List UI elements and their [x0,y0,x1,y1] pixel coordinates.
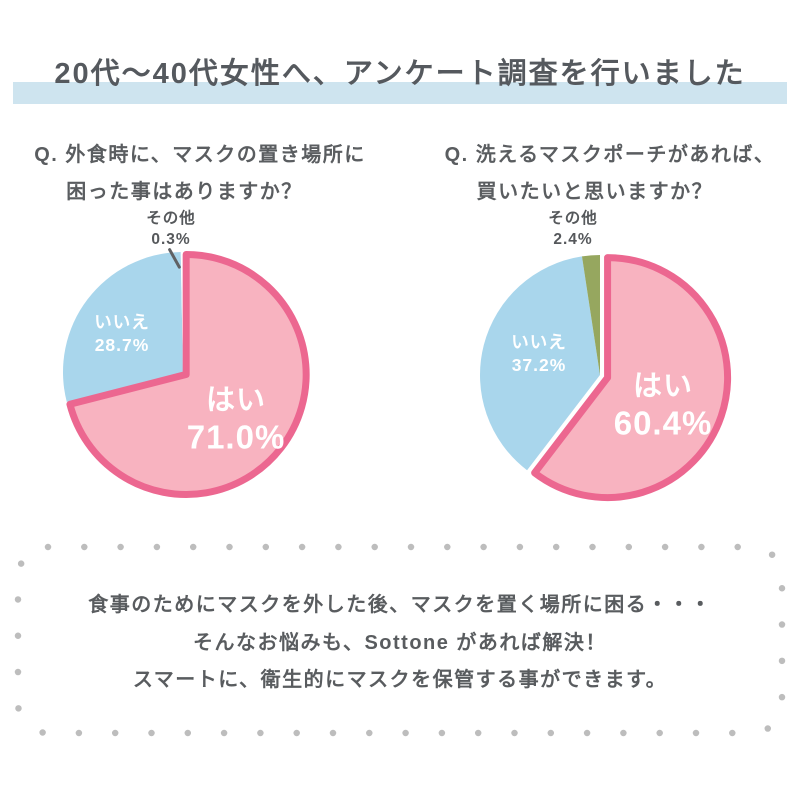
callout-other-value: 0.3% [151,231,191,248]
question-line-2: 困った事はありますか？ [66,181,303,203]
question-text-left: Q. 外食時に、マスクの置き場所に 困った事はありますか？ [34,137,366,211]
pie-svg-right [480,254,732,502]
footer-line-1: 食事のためにマスクを外した後、マスクを置く場所に困る・・・ [88,594,712,616]
callout-other-label: その他 [146,210,196,227]
footer-note-box: 食事のためにマスクを外した後、マスクを置く場所に困る・・・ そんなお悩みも、So… [14,543,786,737]
no-label: いいえ [511,332,567,352]
callout-other-left: その他 0.3% [146,208,196,250]
no-label: いいえ [94,312,150,332]
pie-slice-yes [531,254,732,502]
callout-other-value: 2.4% [553,231,593,248]
yes-label: はい [205,384,267,417]
no-slice-label: いいえ 28.7% [94,311,150,357]
callout-other-label: その他 [548,210,598,227]
no-value: 28.7% [94,335,150,355]
yes-label: はい [632,370,694,403]
yes-value: 71.0% [186,418,286,456]
question-line-2: 買いたいと思いますか？ [476,181,714,203]
yes-slice-label: はい 60.4% [614,370,713,443]
pie-slice-yes [66,250,310,498]
footer-lines: 食事のためにマスクを外した後、マスクを置く場所に困る・・・ そんなお悩みも、So… [14,587,786,700]
yes-slice-label: はい 71.0% [187,384,286,457]
question-text-right: Q. 洗えるマスクポーチがあれば、 買いたいと思いますか？ [445,137,776,211]
survey-chart-right: Q. 洗えるマスクポーチがあれば、 買いたいと思いますか？ その他 2.4% い… [400,125,800,505]
question-line-1: Q. 洗えるマスクポーチがあれば、 [444,144,776,166]
footer-line-3: スマートに、衛生的にマスクを保管する事ができます。 [132,669,668,691]
callout-other-right: その他 2.4% [548,208,598,250]
question-line-1: Q. 外食時に、マスクの置き場所に [34,144,366,166]
pie-slice-other [180,252,183,372]
footer-line-2: そんなお悩みも、Sottone があれば解決！ [193,631,607,654]
pie-slice-no [62,252,183,402]
title-highlight-band [13,82,787,104]
pie-chart-right: いいえ 37.2% はい 60.4% [472,245,742,510]
pie-svg-left [62,250,310,498]
pie-chart-left: いいえ 28.7% はい 71.0% [55,242,325,507]
no-value: 37.2% [511,355,567,375]
pie-slice-other [581,255,600,375]
no-slice-label: いいえ 37.2% [511,331,567,377]
title-banner: 20代～40代女性へ、アンケート調査を行いました [0,0,800,110]
survey-chart-left: Q. 外食時に、マスクの置き場所に 困った事はありますか？ その他 0.3% い… [0,125,400,505]
yes-value: 60.4% [613,404,713,442]
page-title: 20代～40代女性へ、アンケート調査を行いました [54,58,746,90]
pie-slice-no [480,256,600,471]
